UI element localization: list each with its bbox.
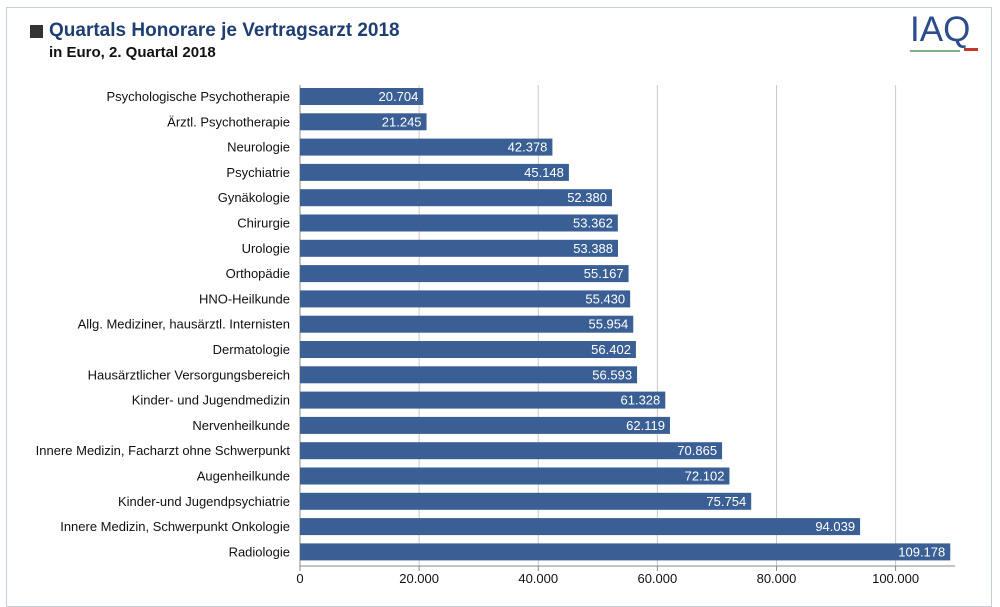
iaq-logo: IAQ <box>910 10 980 56</box>
bar <box>300 315 634 333</box>
logo-text: IAQ <box>910 10 971 49</box>
bar <box>300 341 636 358</box>
category-label: Nervenheilkunde <box>192 418 290 433</box>
category-label: Orthopädie <box>226 266 290 281</box>
x-tick-label: 100.000 <box>872 571 919 586</box>
data-label: 53.362 <box>573 216 613 231</box>
data-label: 70.865 <box>677 443 717 458</box>
data-label: 52.380 <box>567 190 607 205</box>
bar <box>300 214 618 232</box>
bar <box>300 239 618 257</box>
x-tick-label: 40.000 <box>518 571 558 586</box>
bar <box>300 189 612 207</box>
x-tick-label: 80.000 <box>757 571 797 586</box>
logo-red-line <box>964 48 978 51</box>
bar <box>300 265 629 283</box>
data-label: 55.954 <box>588 317 628 332</box>
data-label: 21.245 <box>382 114 422 129</box>
category-label: Radiologie <box>229 544 290 559</box>
category-label: Psychiatrie <box>226 165 290 180</box>
data-label: 75.754 <box>706 494 746 509</box>
data-label: 42.378 <box>508 140 548 155</box>
category-label: Innere Medizin, Facharzt ohne Schwerpunk… <box>36 443 291 458</box>
bar <box>300 290 631 308</box>
category-label: Kinder-und Jugendpsychiatrie <box>118 494 290 509</box>
category-label: Kinder- und Jugendmedizin <box>132 393 290 408</box>
data-label: 20.704 <box>379 89 419 104</box>
chart-title: Quartals Honorare je Vertragsarzt 2018 <box>49 20 400 41</box>
bar <box>300 416 670 434</box>
category-label: Gynäkologie <box>218 190 290 205</box>
x-tick-label: 60.000 <box>637 571 677 586</box>
title-row: Quartals Honorare je Vertragsarzt 2018 <box>30 20 400 42</box>
bar <box>300 138 553 156</box>
x-tick-label: 0 <box>296 571 303 586</box>
bar <box>300 518 861 536</box>
data-label: 109.178 <box>898 544 945 559</box>
bullet-square-icon <box>30 24 43 38</box>
logo-green-line <box>910 50 960 52</box>
category-label: Neurologie <box>227 140 290 155</box>
category-label: Psychologische Psychotherapie <box>106 89 290 104</box>
bar <box>300 88 424 105</box>
data-label: 94.039 <box>815 519 855 534</box>
category-label: Innere Medizin, Schwerpunkt Onkologie <box>60 519 290 534</box>
chart-subtitle: in Euro, 2. Quartal 2018 <box>49 44 216 61</box>
bar <box>300 366 638 384</box>
bar <box>300 391 666 409</box>
data-label: 53.388 <box>573 241 613 256</box>
data-label: 56.402 <box>591 342 631 357</box>
bar <box>300 113 427 131</box>
data-label: 45.148 <box>524 165 564 180</box>
category-label: HNO-Heilkunde <box>199 291 290 306</box>
category-label: Allg. Mediziner, hausärztl. Internisten <box>78 317 290 332</box>
bar <box>300 492 752 510</box>
data-label: 55.430 <box>585 291 625 306</box>
bar <box>300 467 730 485</box>
data-label: 62.119 <box>626 418 665 433</box>
data-label: 72.102 <box>685 469 725 484</box>
data-label: 61.328 <box>621 393 661 408</box>
category-label: Chirurgie <box>237 216 290 231</box>
category-label: Dermatologie <box>213 342 290 357</box>
category-label: Urologie <box>242 241 290 256</box>
bar <box>300 442 723 460</box>
category-label: Hausärztlicher Versorgungsbereich <box>88 367 290 382</box>
data-label: 55.167 <box>584 266 624 281</box>
bar <box>300 543 951 561</box>
category-label: Augenheilkunde <box>197 469 290 484</box>
bar <box>300 163 569 181</box>
data-label: 56.593 <box>592 367 632 382</box>
category-label: Ärztl. Psychotherapie <box>167 114 290 129</box>
x-tick-label: 20.000 <box>399 571 439 586</box>
